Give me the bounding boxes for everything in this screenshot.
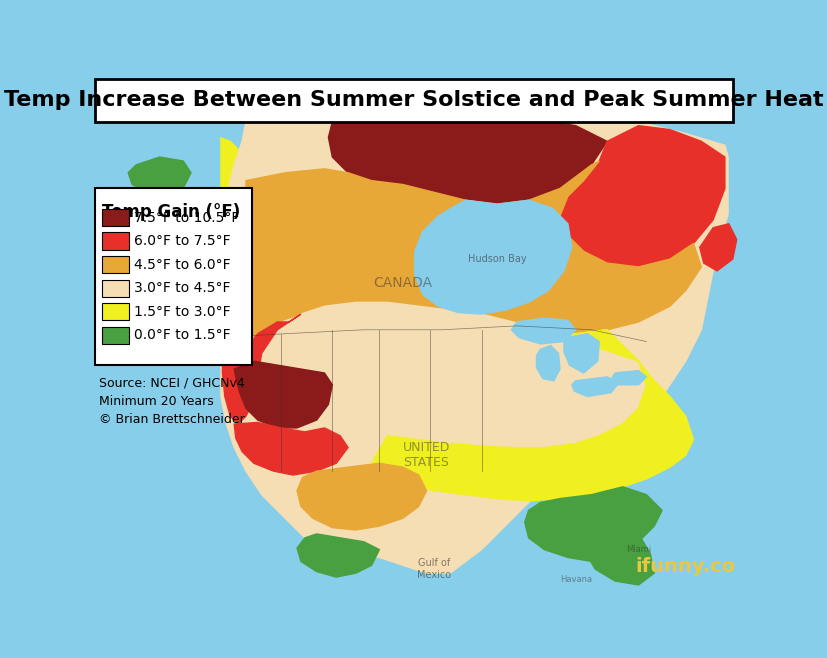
Text: ifunny.co: ifunny.co <box>635 557 735 576</box>
Bar <box>102 209 129 226</box>
Bar <box>728 70 739 588</box>
Text: Temp Increase Between Summer Solstice and Peak Summer Heat: Temp Increase Between Summer Solstice an… <box>4 89 823 110</box>
Polygon shape <box>297 463 426 530</box>
Text: Miami: Miami <box>625 545 650 554</box>
Text: UNITED
STATES: UNITED STATES <box>403 442 450 469</box>
Text: Hudson Bay: Hudson Bay <box>467 254 526 264</box>
Text: 0.0°F to 1.5°F: 0.0°F to 1.5°F <box>134 328 231 342</box>
Text: Gulf of
Mexico: Gulf of Mexico <box>417 559 451 580</box>
Polygon shape <box>610 370 646 385</box>
Text: 6.0°F to 7.5°F: 6.0°F to 7.5°F <box>134 234 231 248</box>
Polygon shape <box>234 361 332 428</box>
Polygon shape <box>234 161 700 349</box>
Polygon shape <box>328 110 606 204</box>
Polygon shape <box>511 318 575 344</box>
Text: Source: NCEI / GHCNv4
Minimum 20 Years
© Brian Brettschneider: Source: NCEI / GHCNv4 Minimum 20 Years ©… <box>99 377 245 426</box>
FancyBboxPatch shape <box>95 188 252 365</box>
Text: 7.5°F to 10.5°F: 7.5°F to 10.5°F <box>134 211 240 224</box>
Text: 4.5°F to 6.0°F: 4.5°F to 6.0°F <box>134 258 231 272</box>
Text: 3.0°F to 4.5°F: 3.0°F to 4.5°F <box>134 281 231 295</box>
Polygon shape <box>409 122 466 161</box>
Polygon shape <box>559 126 724 267</box>
Polygon shape <box>128 157 191 196</box>
Polygon shape <box>93 122 246 243</box>
Polygon shape <box>485 118 543 173</box>
Polygon shape <box>524 487 662 561</box>
Polygon shape <box>579 511 653 585</box>
Polygon shape <box>213 109 732 573</box>
FancyBboxPatch shape <box>95 78 732 122</box>
Text: 1.5°F to 3.0°F: 1.5°F to 3.0°F <box>134 305 231 318</box>
Text: CANADA: CANADA <box>373 276 432 290</box>
Polygon shape <box>536 345 559 381</box>
Bar <box>102 256 129 273</box>
Bar <box>102 232 129 249</box>
Polygon shape <box>371 330 693 501</box>
Bar <box>88 70 218 588</box>
Bar <box>102 303 129 320</box>
Polygon shape <box>563 334 599 373</box>
Text: Havana: Havana <box>559 575 591 584</box>
Polygon shape <box>222 314 300 424</box>
Polygon shape <box>699 224 736 271</box>
Text: Temp Gain (°F): Temp Gain (°F) <box>102 203 240 220</box>
Polygon shape <box>297 534 379 577</box>
Polygon shape <box>261 302 646 447</box>
Polygon shape <box>414 200 571 314</box>
Bar <box>102 326 129 344</box>
Bar <box>102 280 129 297</box>
Polygon shape <box>571 377 618 397</box>
Polygon shape <box>234 422 347 475</box>
